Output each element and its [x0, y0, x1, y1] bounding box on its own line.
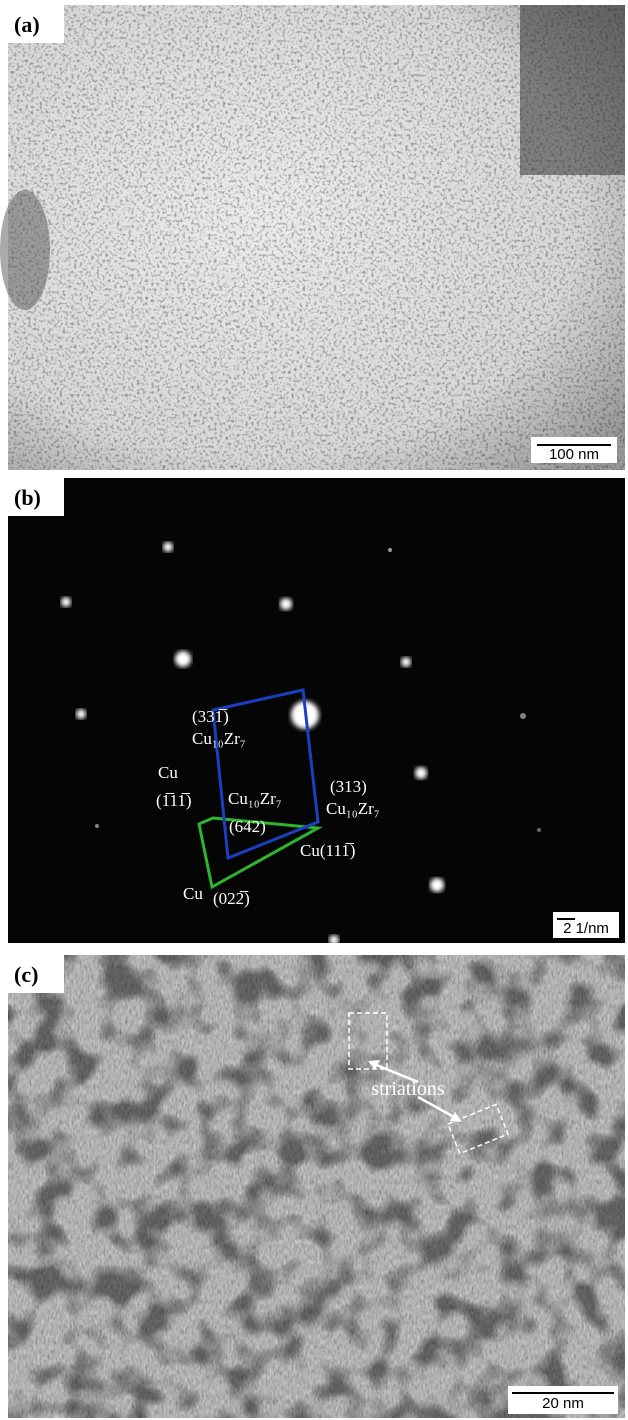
annotation: Cu — [158, 763, 178, 782]
scale-label: 2 1/nm — [563, 920, 609, 937]
annotation: (313) — [330, 777, 367, 796]
panel-a: (a) 100 nm — [0, 5, 625, 470]
panel-c: striations (c) 20 nm — [8, 955, 625, 1418]
annotation: Cu(111̅) — [300, 841, 355, 860]
annotation: Cu₁₀Zr₇ — [228, 789, 282, 808]
figure: (a) 100 nm (b) (331̅) Cu₁₀Zr₇ Cu — [0, 0, 628, 1420]
panel-label: (a) — [14, 12, 40, 37]
annotation: Cu₁₀Zr₇ — [326, 799, 380, 818]
annotation: Cu₁₀Zr₇ — [192, 729, 246, 748]
scale-label: 100 nm — [549, 446, 599, 463]
panel-b: (b) (331̅) Cu₁₀Zr₇ Cu (1̅11̅) Cu₁₀Zr₇ (6… — [8, 478, 625, 945]
dark-regions — [8, 955, 625, 1418]
panel-label: (b) — [14, 485, 41, 510]
dark-region — [0, 190, 50, 310]
panel-label: (c) — [14, 962, 38, 987]
annotation: striations — [371, 1078, 445, 1100]
annotation: (022̅) — [213, 889, 250, 908]
annotation: Cu — [183, 884, 203, 903]
annotation: (642) — [229, 817, 266, 836]
dark-region — [520, 5, 625, 175]
scale-label: 20 nm — [542, 1395, 584, 1412]
annotation: (331̅) — [192, 707, 229, 726]
annotation: (1̅11̅) — [156, 791, 192, 810]
